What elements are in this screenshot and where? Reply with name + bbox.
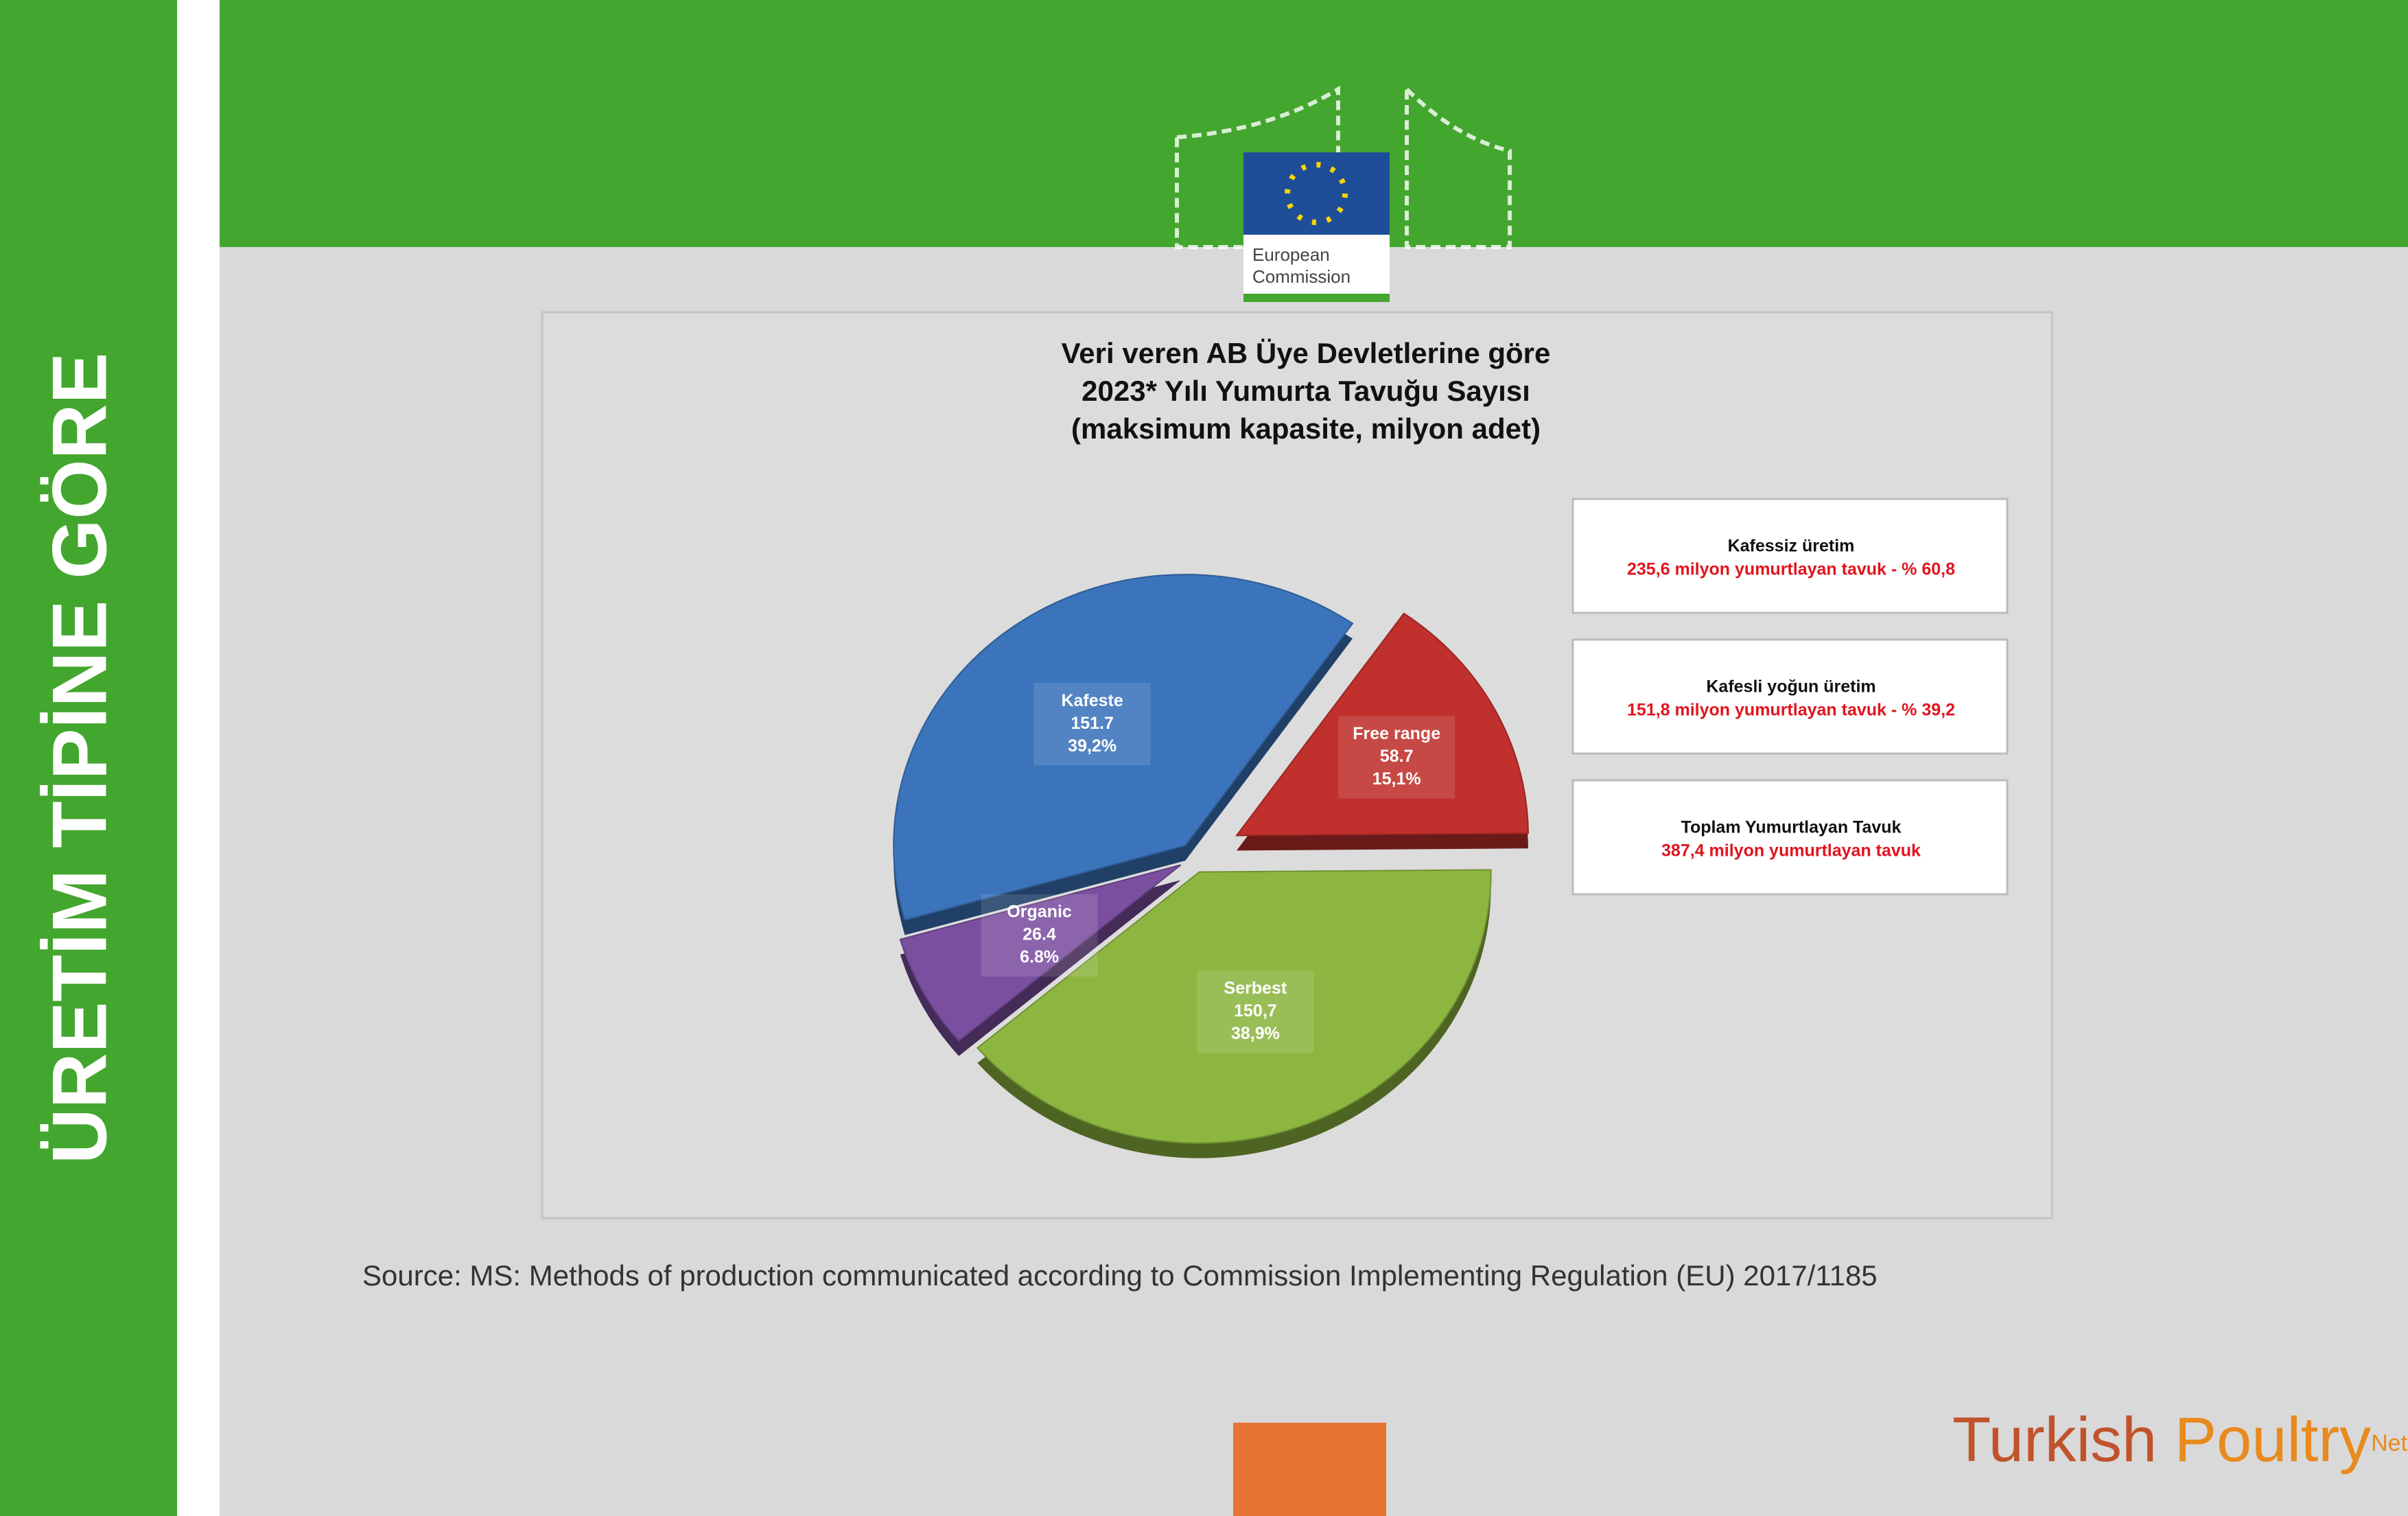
info-box bbox=[1571, 638, 2009, 755]
slice-label: Kafeste bbox=[1061, 691, 1123, 710]
orange-block bbox=[1233, 1423, 1386, 1516]
logo-text: Commission bbox=[1252, 266, 1351, 287]
pie: Free range 58.7 15,1% Serbest 150,7 38,9% Orga… bbox=[893, 574, 1529, 1158]
slice bbox=[893, 574, 1354, 921]
side-bar bbox=[0, 0, 177, 1516]
info-title: Kafessiz üretim bbox=[1728, 537, 1855, 556]
info-title: Kafesli yoğun üretim bbox=[1706, 677, 1875, 697]
info-text: 235,6 milyon yumurtlayan tavuk - % 60,8 bbox=[1627, 560, 1955, 579]
info-box bbox=[1571, 779, 2009, 896]
info-text: 387,4 milyon yumurtlayan tavuk bbox=[1661, 841, 1921, 861]
info-box bbox=[1571, 498, 2009, 614]
slice-label: 151.7 bbox=[1071, 714, 1114, 733]
side-gap bbox=[177, 0, 220, 1516]
slice bbox=[899, 864, 1182, 1042]
chart-title: (maksimum kapasite, milyon adet) bbox=[1071, 412, 1541, 445]
side-title: ÜRETİM TİPİNE GÖRE bbox=[37, 353, 123, 1164]
slice-label: Organic bbox=[1007, 902, 1072, 922]
info-title: Toplam Yumurtlayan Tavuk bbox=[1681, 818, 1902, 837]
slice-label: 6.8% bbox=[1020, 948, 1059, 967]
ec-logo: European Commission bbox=[1175, 84, 1512, 302]
brand-part: Net bbox=[2371, 1430, 2407, 1456]
slice bbox=[1235, 612, 1529, 837]
slice-label: 38,9% bbox=[1231, 1024, 1280, 1043]
info-text: 151,8 milyon yumurtlayan tavuk - % 39,2 bbox=[1627, 701, 1955, 720]
brand-part: Turkish bbox=[1952, 1405, 2175, 1475]
slice-label: 58.7 bbox=[1380, 747, 1414, 766]
slice-label: Serbest bbox=[1224, 979, 1287, 998]
slice bbox=[976, 869, 1492, 1144]
source: Source: MS: Methods of production commun… bbox=[362, 1259, 1878, 1292]
chart-title: Veri veren AB Üye Devletlerine göre bbox=[1062, 337, 1551, 369]
label-box bbox=[1033, 683, 1151, 766]
logo-text: European bbox=[1252, 244, 1330, 265]
label-box bbox=[1197, 970, 1314, 1053]
slice-label: 150,7 bbox=[1234, 1001, 1277, 1021]
brand: Turkish PoultryNet bbox=[1952, 1405, 2408, 1475]
brand-part: Poultry bbox=[2175, 1405, 2371, 1475]
slice-label: 39,2% bbox=[1068, 736, 1117, 756]
label-box bbox=[1338, 716, 1456, 799]
slice-label: 26.4 bbox=[1022, 925, 1056, 944]
slice-label: Free range bbox=[1353, 724, 1440, 743]
slice-label: 15,1% bbox=[1372, 769, 1421, 789]
chart-title: 2023* Yılı Yumurta Tavuğu Sayısı bbox=[1082, 375, 1530, 407]
label-box bbox=[981, 894, 1098, 977]
